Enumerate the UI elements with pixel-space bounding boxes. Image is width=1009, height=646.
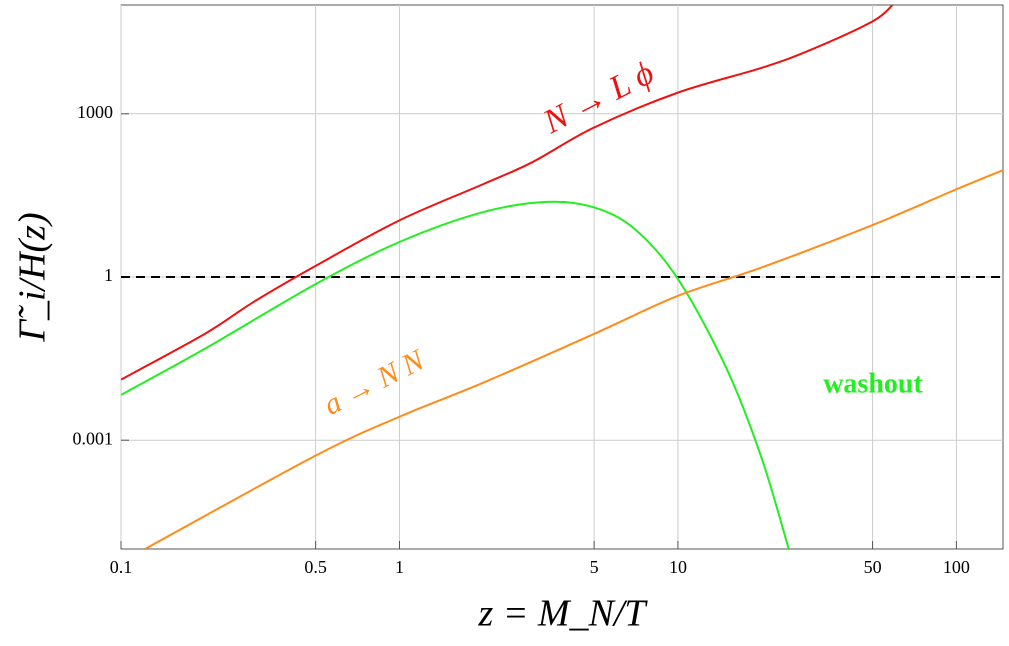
x-axis-label: z = M_N/T	[477, 593, 648, 635]
x-tick-label: 50	[864, 557, 882, 577]
series-line	[144, 169, 1003, 549]
x-tick-label: 0.5	[304, 557, 327, 577]
x-tick-label: 1	[395, 557, 404, 577]
series-label: N → L ϕ	[537, 54, 660, 141]
y-tick-label: 1	[104, 265, 113, 285]
x-tick-label: 10	[669, 557, 687, 577]
x-tick-label: 0.1	[110, 557, 133, 577]
series-line	[121, 200, 790, 549]
y-tick-label: 1000	[77, 102, 113, 122]
x-tick-label: 100	[943, 557, 970, 577]
x-tick-label: 5	[590, 557, 599, 577]
series-label: washout	[823, 368, 923, 399]
y-tick-label: 0.001	[73, 428, 114, 448]
y-axis-label: Γ̃_i/H(z)	[12, 212, 54, 342]
series-line	[121, 5, 894, 381]
